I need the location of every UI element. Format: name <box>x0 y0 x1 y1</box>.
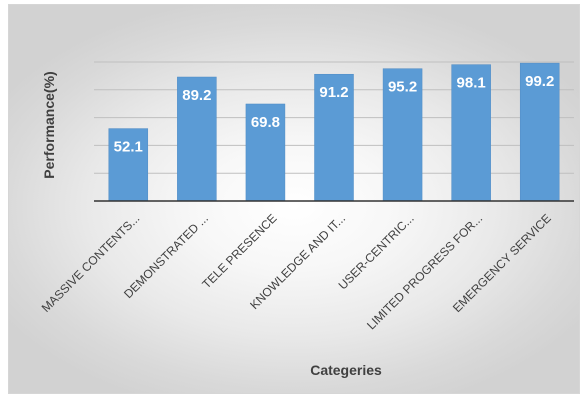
x-axis-title: Categeries <box>310 362 382 378</box>
bar <box>245 103 286 202</box>
data-labels: 52.1 89.2 69.8 91.2 95.2 98.1 99.2 <box>114 73 555 155</box>
bar <box>314 73 354 202</box>
data-label: 89.2 <box>182 87 211 104</box>
data-label: 95.2 <box>388 79 417 96</box>
data-label: 98.1 <box>457 75 486 92</box>
bar <box>108 128 149 202</box>
x-tick-labels: MASSIVE CONTENTS...DEMONSTRATED ...TELE … <box>39 211 554 332</box>
bar-chart: 52.1 89.2 69.8 91.2 95.2 98.1 99.2 MASSIVE CON… <box>39 61 574 378</box>
x-tick-label: USER-CENTRIC... <box>336 211 417 292</box>
bar <box>451 64 491 202</box>
x-tick-label: MASSIVE CONTENTS... <box>39 211 143 315</box>
chart-frame: 52.1 89.2 69.8 91.2 95.2 98.1 99.2 MASSIVE CON… <box>8 4 580 394</box>
data-label: 69.8 <box>251 114 280 131</box>
x-tick-label: LIMITED PROGRESS FOR... <box>364 211 485 332</box>
bars <box>108 62 560 202</box>
bar <box>519 62 560 202</box>
data-label: 52.1 <box>114 139 143 156</box>
data-label: 99.2 <box>525 73 554 90</box>
data-label: 91.2 <box>319 84 348 101</box>
bar <box>382 68 423 202</box>
x-tick-label: TELE PRESENCE <box>199 211 279 291</box>
y-axis-title: Performance(%) <box>41 71 57 178</box>
